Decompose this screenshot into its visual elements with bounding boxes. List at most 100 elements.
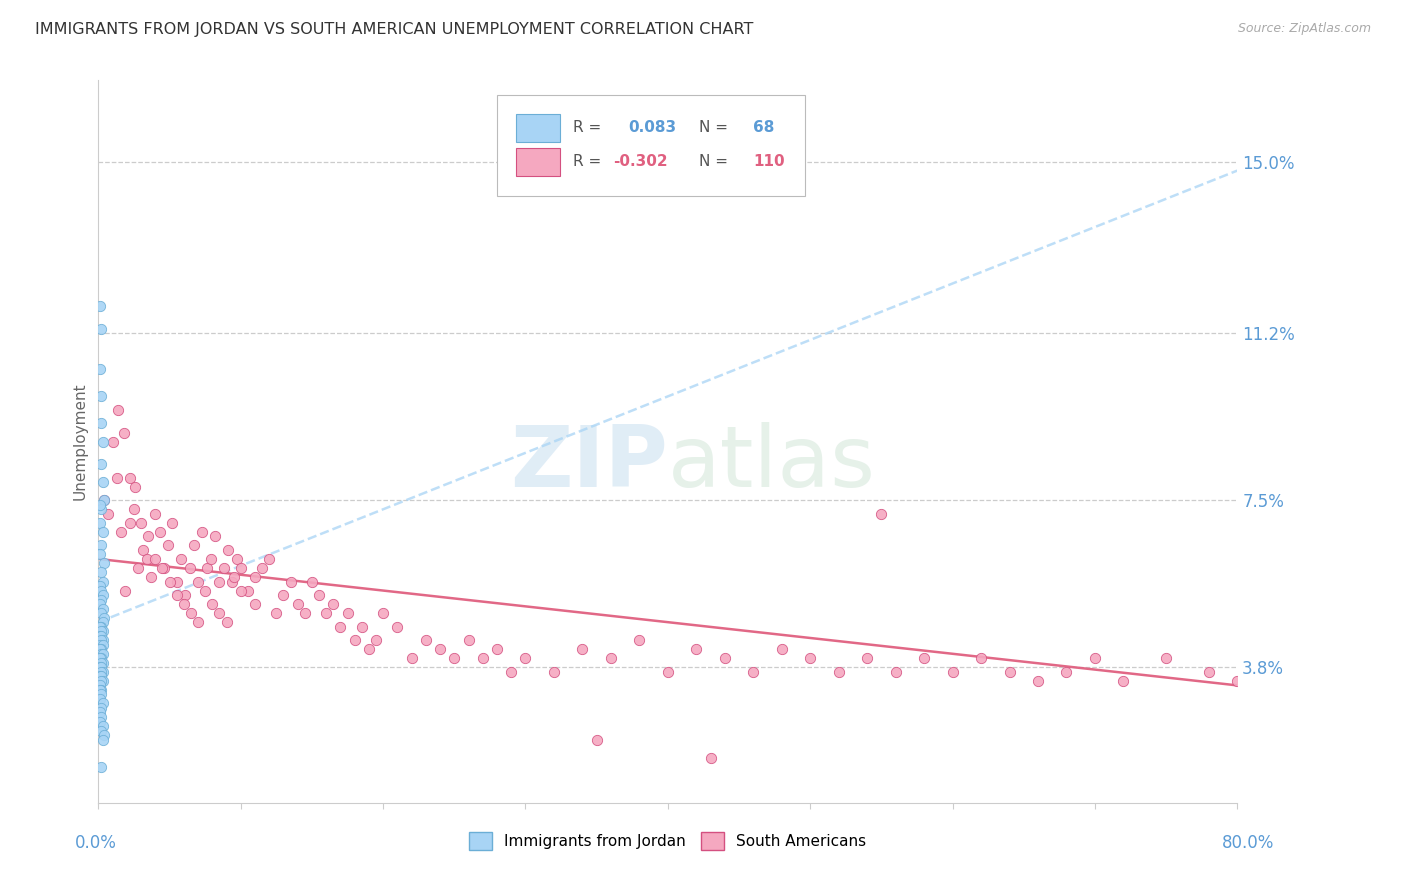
Point — [166, 574, 188, 589]
Point — [600, 651, 623, 665]
Point — [429, 642, 451, 657]
Point — [266, 606, 288, 620]
Point — [387, 620, 409, 634]
Point — [90, 651, 112, 665]
Point — [200, 552, 222, 566]
Point — [180, 606, 202, 620]
Point — [273, 588, 295, 602]
Point — [90, 647, 112, 661]
Point — [457, 633, 479, 648]
Point — [856, 651, 879, 665]
Point — [942, 665, 965, 679]
Point — [415, 633, 437, 648]
Point — [90, 701, 112, 715]
Point — [501, 665, 523, 679]
Point — [1198, 665, 1220, 679]
Point — [89, 516, 111, 530]
Point — [742, 665, 765, 679]
Point — [112, 425, 135, 440]
Point — [90, 417, 112, 431]
Point — [699, 750, 721, 764]
Point — [912, 651, 935, 665]
Point — [90, 710, 112, 724]
Point — [322, 597, 344, 611]
Point — [287, 597, 309, 611]
Point — [91, 601, 114, 615]
Point — [236, 583, 259, 598]
Text: N =: N = — [699, 154, 733, 169]
Point — [90, 629, 112, 643]
Point — [870, 507, 893, 521]
Point — [204, 529, 226, 543]
Point — [91, 638, 114, 652]
Point — [90, 592, 112, 607]
Point — [90, 660, 112, 674]
Point — [91, 656, 114, 670]
Point — [364, 633, 387, 648]
Point — [166, 588, 188, 602]
Point — [471, 651, 494, 665]
Point — [127, 561, 149, 575]
Point — [357, 642, 380, 657]
Text: Source: ZipAtlas.com: Source: ZipAtlas.com — [1237, 22, 1371, 36]
Point — [90, 682, 112, 697]
Point — [91, 633, 114, 648]
Point — [585, 732, 607, 747]
Point — [170, 552, 193, 566]
Point — [91, 624, 114, 639]
Point — [89, 579, 111, 593]
Point — [294, 606, 316, 620]
Point — [259, 552, 281, 566]
Point — [135, 552, 157, 566]
Point — [105, 470, 128, 484]
Point — [90, 656, 112, 670]
Point — [884, 665, 907, 679]
Point — [145, 507, 167, 521]
Point — [90, 502, 112, 516]
Point — [191, 524, 214, 539]
Point — [89, 651, 111, 665]
Point — [89, 548, 111, 562]
Point — [149, 524, 172, 539]
Point — [308, 588, 330, 602]
Point — [89, 692, 111, 706]
FancyBboxPatch shape — [498, 95, 804, 196]
Point — [90, 583, 112, 598]
Point — [93, 728, 115, 742]
Point — [217, 542, 239, 557]
Point — [91, 665, 114, 679]
Point — [280, 574, 302, 589]
Point — [89, 638, 111, 652]
Point — [91, 524, 114, 539]
Point — [173, 597, 195, 611]
Point — [998, 665, 1021, 679]
Point — [828, 665, 851, 679]
Point — [1056, 665, 1078, 679]
Point — [90, 620, 112, 634]
Text: R =: R = — [574, 120, 606, 136]
Text: 0.083: 0.083 — [628, 120, 676, 136]
Point — [152, 561, 174, 575]
Point — [90, 457, 112, 471]
Point — [159, 574, 181, 589]
Point — [91, 647, 114, 661]
Point — [91, 697, 114, 711]
Point — [89, 362, 111, 376]
Point — [543, 665, 565, 679]
Point — [89, 620, 111, 634]
Point — [970, 651, 993, 665]
Point — [90, 624, 112, 639]
Point — [443, 651, 465, 665]
Point — [91, 434, 114, 449]
Point — [336, 606, 359, 620]
Point — [201, 597, 224, 611]
Point — [1112, 673, 1135, 688]
Point — [799, 651, 821, 665]
Point — [194, 583, 217, 598]
Point — [90, 665, 112, 679]
Point — [685, 642, 707, 657]
Point — [628, 633, 651, 648]
Point — [89, 299, 111, 313]
Point — [107, 403, 129, 417]
Point — [301, 574, 323, 589]
